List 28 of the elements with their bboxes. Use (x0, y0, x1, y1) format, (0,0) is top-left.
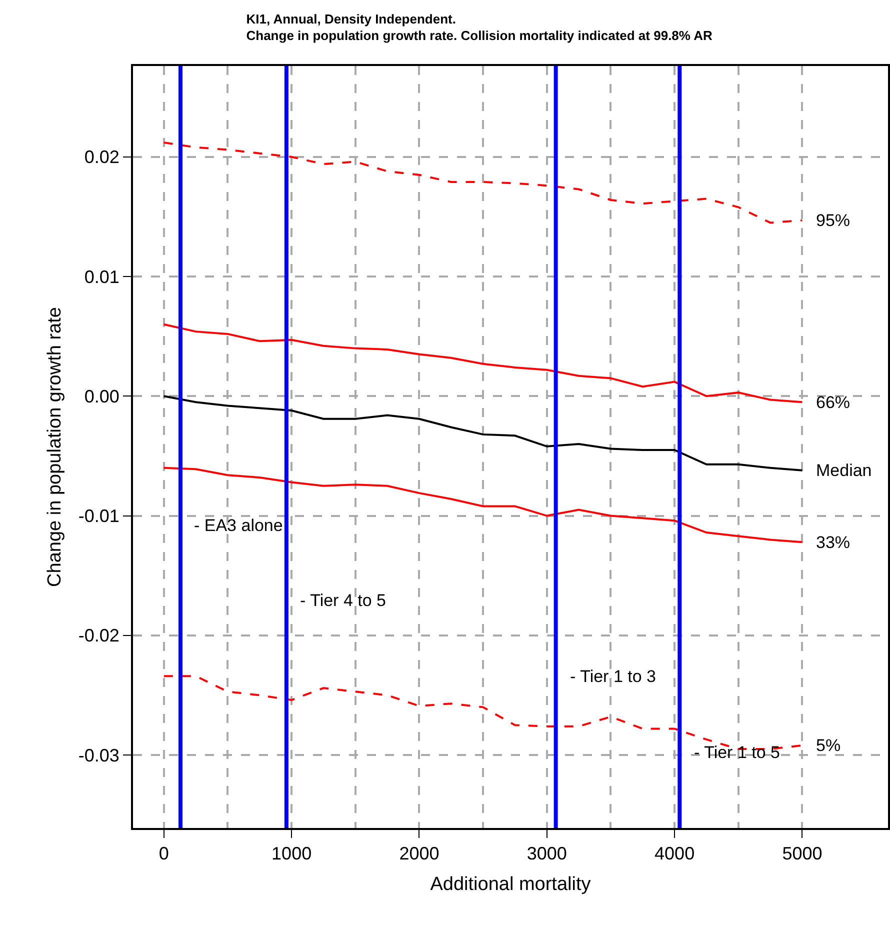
y-axis-title: Change in population growth rate (44, 307, 66, 587)
x-tick-label: 3000 (526, 844, 567, 864)
chart-subtitle: Change in population growth rate. Collision mortality indicated at 99.8% AR (246, 28, 713, 44)
y-tick-label: 0.01 (84, 266, 120, 287)
y-tick-label: -0.01 (78, 506, 120, 526)
annotation: - EA3 alone (194, 516, 283, 535)
x-tick-label: 5000 (782, 844, 822, 864)
y-tick-label: 0.00 (84, 386, 120, 406)
x-tick-label: 0 (158, 844, 169, 864)
x-tick-label: 4000 (654, 844, 695, 864)
y-tick-label: -0.03 (78, 745, 120, 766)
y-tick-label: 0.02 (84, 147, 120, 168)
x-tick-label: 2000 (399, 844, 440, 864)
line-series (162, 323, 804, 404)
series-label: Median (816, 461, 872, 480)
chart-title: KI1, Annual, Density Independent. (246, 11, 456, 26)
line-series (162, 466, 804, 544)
series-label: 5% (816, 736, 841, 755)
x-axis-title: Additional mortality (430, 874, 592, 895)
series-label: 95% (816, 211, 850, 230)
series-label: 33% (816, 533, 850, 552)
x-tick-label: 1000 (272, 844, 312, 864)
line-series (162, 395, 804, 472)
annotation: - Tier 4 to 5 (300, 591, 386, 610)
series-label: 66% (816, 393, 850, 412)
annotation: - Tier 1 to 3 (570, 667, 656, 686)
y-tick-label: -0.02 (78, 626, 120, 646)
line-series (162, 142, 804, 224)
